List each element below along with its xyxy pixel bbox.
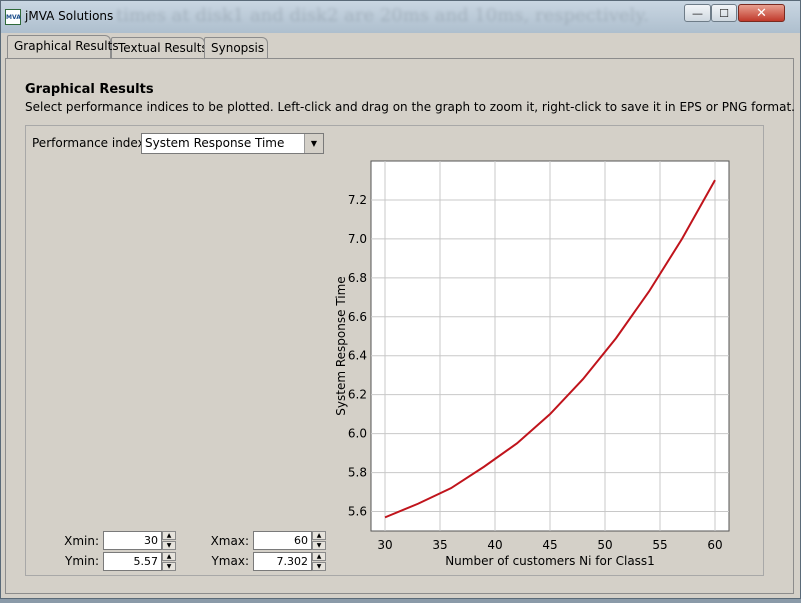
xmin-decrement-button[interactable]: ▼ <box>162 541 176 550</box>
performance-index-select[interactable]: System Response Time ▼ <box>141 133 324 154</box>
series-line <box>384 179 716 519</box>
y-tick-label: 6.6 <box>348 310 367 324</box>
xmax-decrement-button[interactable]: ▼ <box>312 541 326 550</box>
ymin-decrement-button[interactable]: ▼ <box>162 562 176 571</box>
response-time-chart[interactable]: 30 35 40 45 50 55 60 5.6 5.8 6.0 6.2 6.4 6.6 6.8 7.0 7.… <box>331 156 731 576</box>
ymin-label: Ymin: <box>64 554 99 568</box>
ymax-increment-button[interactable]: ▲ <box>312 552 326 561</box>
xmax-increment-button[interactable]: ▲ <box>312 531 326 540</box>
close-button[interactable]: ✕ <box>738 4 785 22</box>
y-tick-label: 5.8 <box>348 466 367 480</box>
x-tick-label: 55 <box>652 538 667 552</box>
xmax-input[interactable] <box>253 531 312 550</box>
ymax-spinner[interactable]: ▲ ▼ <box>253 552 326 571</box>
x-axis-label: Number of customers Ni for Class1 <box>445 554 655 568</box>
y-tick-label: 7.2 <box>348 193 367 207</box>
maximize-button[interactable]: ☐ <box>711 4 737 22</box>
xmax-label: Xmax: <box>210 534 249 548</box>
background-window-text: times at disk1 and disk2 are 20ms and 10… <box>116 5 649 26</box>
x-tick-label: 40 <box>487 538 502 552</box>
y-tick-label: 7.0 <box>348 232 367 246</box>
performance-index-label: Performance index: <box>32 136 149 150</box>
title-bar[interactable]: MVA jMVA Solutions times at disk1 and di… <box>1 1 800 33</box>
performance-index-value: System Response Time <box>145 136 285 150</box>
chevron-down-icon[interactable]: ▼ <box>304 134 323 153</box>
ymin-input[interactable] <box>103 552 162 571</box>
xmin-increment-button[interactable]: ▲ <box>162 531 176 540</box>
y-tick-label: 5.6 <box>348 505 367 519</box>
ymin-spinner[interactable]: ▲ ▼ <box>103 552 176 571</box>
tab-graphical-results[interactable]: Graphical Results <box>7 35 119 58</box>
xmin-input[interactable] <box>103 531 162 550</box>
minimize-button[interactable]: — <box>684 4 711 22</box>
tab-textual-results[interactable]: Textual Results <box>111 37 208 58</box>
y-tick-label: 6.2 <box>348 388 367 402</box>
x-tick-label: 50 <box>597 538 612 552</box>
xmin-label: Xmin: <box>64 534 99 548</box>
y-tick-label: 6.0 <box>348 427 367 441</box>
graph-panel <box>25 125 764 576</box>
section-title: Graphical Results <box>25 82 154 97</box>
x-tick-label: 30 <box>377 538 392 552</box>
jmva-app-icon: MVA <box>5 9 21 25</box>
tab-synopsis[interactable]: Synopsis <box>204 37 268 58</box>
y-tick-label: 6.4 <box>348 349 367 363</box>
ymax-decrement-button[interactable]: ▼ <box>312 562 326 571</box>
section-description: Select performance indices to be plotted… <box>25 100 795 114</box>
x-tick-label: 35 <box>432 538 447 552</box>
x-tick-label: 60 <box>707 538 722 552</box>
x-tick-label: 45 <box>542 538 557 552</box>
xmin-spinner[interactable]: ▲ ▼ <box>103 531 176 550</box>
ymax-label: Ymax: <box>211 554 249 568</box>
ymin-increment-button[interactable]: ▲ <box>162 552 176 561</box>
y-axis-label: System Response Time <box>334 276 348 415</box>
ymax-input[interactable] <box>253 552 312 571</box>
xmax-spinner[interactable]: ▲ ▼ <box>253 531 326 550</box>
y-tick-label: 6.8 <box>348 271 367 285</box>
window-title: jMVA Solutions <box>25 9 114 23</box>
